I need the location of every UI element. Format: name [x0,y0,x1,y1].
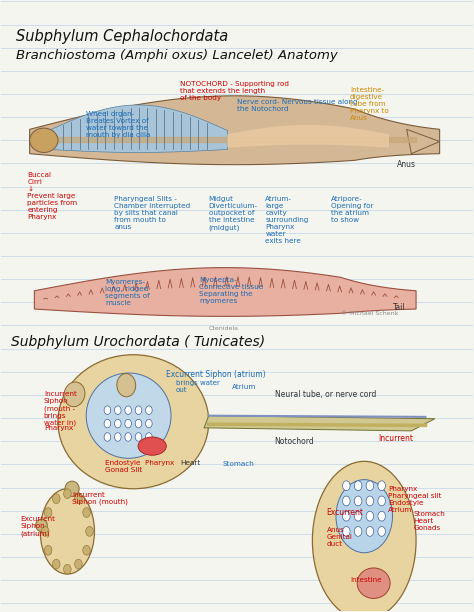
Circle shape [343,526,350,536]
Circle shape [146,419,152,428]
Circle shape [75,559,82,569]
Circle shape [41,526,49,536]
Circle shape [378,511,385,521]
Circle shape [83,507,91,517]
Text: Nerve cord- Nervous tissue along
the Notochord: Nerve cord- Nervous tissue along the Not… [237,99,357,112]
Text: Incurrent
Siphon
(mouth -
brings
water in): Incurrent Siphon (mouth - brings water i… [44,391,77,427]
Text: Myosepta-
Connective tissue
Separating the
myomeres: Myosepta- Connective tissue Separating t… [199,277,264,304]
Circle shape [146,433,152,441]
Circle shape [64,489,71,499]
Circle shape [115,433,121,441]
Text: Excurrent Siphon (atrium): Excurrent Siphon (atrium) [166,370,266,379]
Circle shape [75,494,82,504]
Ellipse shape [36,519,47,531]
Circle shape [104,406,111,414]
Circle shape [355,496,362,506]
Text: Pharynx
Pharyngeal slit
Endostyle
Atrium: Pharynx Pharyngeal slit Endostyle Atrium [388,486,441,513]
Text: Pharynx: Pharynx [44,425,73,431]
Polygon shape [407,129,439,154]
Circle shape [115,419,121,428]
Circle shape [53,494,60,504]
Ellipse shape [117,373,136,397]
Text: Notochord: Notochord [275,437,314,446]
Ellipse shape [86,373,171,458]
Circle shape [343,511,350,521]
Circle shape [104,419,111,428]
Text: Endostyle  Pharynx
Gonad Slit: Endostyle Pharynx Gonad Slit [105,460,174,472]
Circle shape [104,433,111,441]
Circle shape [146,406,152,414]
Ellipse shape [40,489,94,574]
Circle shape [355,481,362,491]
Circle shape [343,481,350,491]
Circle shape [366,511,374,521]
Ellipse shape [64,382,85,407]
Circle shape [125,433,131,441]
Circle shape [64,564,71,574]
Circle shape [125,419,131,428]
Text: Branchiostoma (Amphi oxus) Lancelet) Anatomy: Branchiostoma (Amphi oxus) Lancelet) Ana… [16,49,337,62]
Ellipse shape [336,480,392,553]
Text: Buccal
Cirri
↓
Prevent large
particles from
entering
Pharynx: Buccal Cirri ↓ Prevent large particles f… [27,172,77,220]
Circle shape [135,419,142,428]
Circle shape [378,496,385,506]
Text: Intestine-
digestive
tube from
Pharynx to
Anus: Intestine- digestive tube from Pharynx t… [350,87,389,121]
Text: Myomeres-
long, ridged
segments of
muscle: Myomeres- long, ridged segments of muscl… [105,278,150,305]
Text: Subphylum Urochordata ( Tunicates): Subphylum Urochordata ( Tunicates) [11,335,265,349]
Text: Midgut
Diverticulum-
outpocket of
the intestine
(midgut): Midgut Diverticulum- outpocket of the in… [209,196,258,231]
Text: Neural tube, or nerve cord: Neural tube, or nerve cord [275,390,376,399]
Circle shape [45,507,52,517]
Text: Excurrent
Siphon
(atrium): Excurrent Siphon (atrium) [20,516,55,537]
Text: Anus: Anus [397,160,416,169]
Ellipse shape [357,568,390,599]
Circle shape [115,406,121,414]
Circle shape [366,481,374,491]
Text: brings water
out: brings water out [176,380,219,394]
Circle shape [125,406,131,414]
Ellipse shape [65,481,79,496]
Circle shape [366,526,374,536]
Text: Tail: Tail [392,303,405,312]
Circle shape [355,526,362,536]
Text: Ctenidela: Ctenidela [209,326,239,331]
Text: Atrium: Atrium [232,384,256,390]
Text: Wheel organ-
Breates Vortex of
water toward the
mouth by dia cilia: Wheel organ- Breates Vortex of water tow… [86,111,151,138]
Text: Atrium-
large
cavity
surrounding
Pharynx
water
exits here: Atrium- large cavity surrounding Pharynx… [265,196,309,244]
Text: Heart: Heart [181,460,201,466]
Circle shape [378,481,385,491]
Text: NOTOCHORD - Supporting rod
that extends the length
of the body: NOTOCHORD - Supporting rod that extends … [181,81,290,100]
Circle shape [355,511,362,521]
Ellipse shape [312,461,416,612]
Circle shape [366,496,374,506]
Circle shape [378,526,385,536]
Text: © Michael Schenk: © Michael Schenk [341,311,398,316]
PathPatch shape [48,105,228,152]
Text: Intestine: Intestine [350,577,382,583]
Circle shape [86,526,93,536]
Text: Subphylum Cephalochordata: Subphylum Cephalochordata [16,29,228,44]
Ellipse shape [138,437,166,455]
Circle shape [83,545,91,555]
Text: Incurrent
Siphon (mouth): Incurrent Siphon (mouth) [72,492,128,506]
Ellipse shape [58,355,209,489]
PathPatch shape [35,267,416,316]
Circle shape [53,559,60,569]
Text: Atripore-
Opening for
the atrium
to show: Atripore- Opening for the atrium to show [331,196,374,223]
Text: Pharyngeal Slits -
Chamber interrupted
by slits that canal
from mouth to
anus: Pharyngeal Slits - Chamber interrupted b… [115,196,191,230]
Circle shape [45,545,52,555]
Text: Stomach
Heart
Gonads: Stomach Heart Gonads [414,511,446,531]
Circle shape [343,496,350,506]
Text: Anus
Genital
duct: Anus Genital duct [327,526,352,547]
Polygon shape [204,416,435,431]
Text: Incurrent: Incurrent [378,434,413,443]
Text: Excurrent: Excurrent [327,508,364,517]
Ellipse shape [30,128,58,152]
Circle shape [135,433,142,441]
PathPatch shape [30,96,439,165]
Text: Stomach: Stomach [223,461,255,468]
Circle shape [135,406,142,414]
